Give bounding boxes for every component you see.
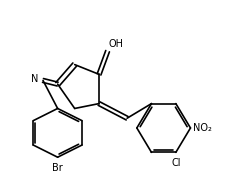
Text: OH: OH [109,39,124,50]
Text: N: N [31,74,39,84]
Text: Cl: Cl [171,158,181,168]
Text: NO₂: NO₂ [193,123,212,133]
Text: Br: Br [52,163,63,173]
